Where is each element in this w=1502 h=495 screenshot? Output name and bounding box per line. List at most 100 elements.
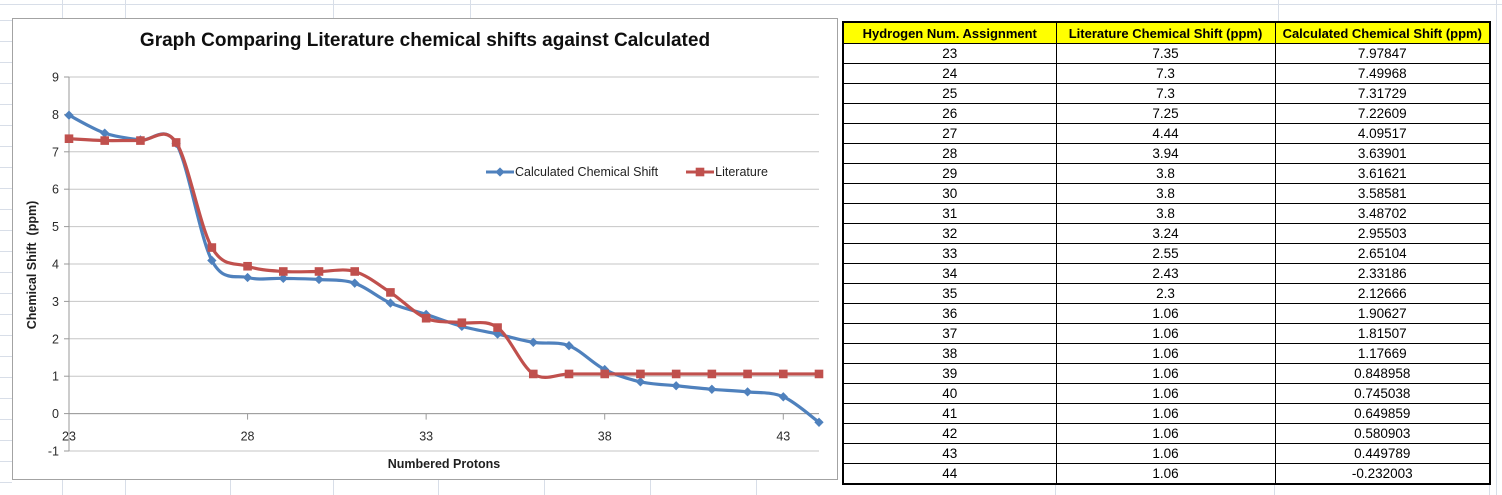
- legend-item-calculated[interactable]: Calculated Chemical Shift: [485, 165, 658, 179]
- data-point-marker: [421, 313, 431, 323]
- embedded-chart[interactable]: 9 8 7 6 5 4 3 2 1 0 -1 23 28 33 38 43 Graph Comparing L…: [12, 18, 838, 480]
- table-cell[interactable]: -0.232003: [1274, 463, 1491, 485]
- spreadsheet-gridline: [125, 480, 126, 495]
- table-cell[interactable]: 33: [842, 243, 1057, 264]
- table-cell[interactable]: 3.24: [1055, 223, 1276, 244]
- table-cell[interactable]: 43: [842, 443, 1057, 464]
- data-point-marker: [778, 369, 788, 379]
- chart-title[interactable]: Graph Comparing Literature chemical shif…: [139, 30, 711, 51]
- data-point-marker: [385, 298, 396, 308]
- x-axis-title[interactable]: Numbered Protons: [387, 457, 501, 471]
- table-cell[interactable]: 7.31729: [1274, 83, 1491, 104]
- table-cell[interactable]: 28: [842, 143, 1057, 164]
- table-cell[interactable]: 1.81507: [1274, 323, 1491, 344]
- table-cell[interactable]: 34: [842, 263, 1057, 284]
- legend-marker-literature-icon: [686, 167, 715, 177]
- table-cell[interactable]: 35: [842, 283, 1057, 304]
- table-row: 36 1.06 1.90627: [842, 303, 1491, 324]
- table-cell[interactable]: 2.12666: [1274, 283, 1491, 304]
- table-cell[interactable]: 1.06: [1055, 363, 1276, 384]
- table-cell[interactable]: 7.49968: [1274, 63, 1491, 84]
- spreadsheet-gridline: [544, 480, 545, 495]
- spreadsheet-gridline: [650, 480, 651, 495]
- table-cell[interactable]: 44: [842, 463, 1057, 485]
- table-cell[interactable]: 7.97847: [1274, 43, 1491, 64]
- table-cell[interactable]: 40: [842, 383, 1057, 404]
- table-row: 31 3.8 3.48702: [842, 203, 1491, 224]
- table-cell[interactable]: 1.06: [1055, 463, 1276, 485]
- table-cell[interactable]: 36: [842, 303, 1057, 324]
- table-cell[interactable]: 3.8: [1055, 163, 1276, 184]
- spreadsheet-gridline: [1278, 0, 1279, 21]
- table-cell[interactable]: 23: [842, 43, 1057, 64]
- table-cell[interactable]: 32: [842, 223, 1057, 244]
- x-tick-label: 43: [776, 430, 790, 444]
- table-cell[interactable]: 7.22609: [1274, 103, 1491, 124]
- table-cell[interactable]: 0.580903: [1274, 423, 1491, 444]
- table-cell[interactable]: 0.848958: [1274, 363, 1491, 384]
- table-cell[interactable]: 1.06: [1055, 343, 1276, 364]
- table-cell[interactable]: 2.43: [1055, 263, 1276, 284]
- table-cell[interactable]: 1.06: [1055, 383, 1276, 404]
- table-cell[interactable]: 7.35: [1055, 43, 1276, 64]
- table-cell[interactable]: 1.90627: [1274, 303, 1491, 324]
- table-cell[interactable]: 4.09517: [1274, 123, 1491, 144]
- table-cell[interactable]: 29: [842, 163, 1057, 184]
- table-cell[interactable]: 7.25: [1055, 103, 1276, 124]
- table-cell[interactable]: 3.63901: [1274, 143, 1491, 164]
- table-cell[interactable]: 0.649859: [1274, 403, 1491, 424]
- y-axis-title[interactable]: Chemical Shift (ppm): [25, 200, 39, 330]
- table-cell[interactable]: 2.95503: [1274, 223, 1491, 244]
- table-cell[interactable]: 24: [842, 63, 1057, 84]
- table-cell[interactable]: 7.3: [1055, 83, 1276, 104]
- table-cell[interactable]: 3.48702: [1274, 203, 1491, 224]
- table-cell[interactable]: 2.65104: [1274, 243, 1491, 264]
- column-header-cell[interactable]: Literature Chemical Shift (ppm): [1055, 21, 1276, 44]
- table-row: 29 3.8 3.61621: [842, 163, 1491, 184]
- legend-label: Calculated Chemical Shift: [515, 165, 659, 179]
- table-cell[interactable]: 1.06: [1055, 323, 1276, 344]
- column-header-cell[interactable]: Hydrogen Num. Assignment: [842, 21, 1057, 44]
- table-cell[interactable]: 1.17669: [1274, 343, 1491, 364]
- table-cell[interactable]: 1.06: [1055, 443, 1276, 464]
- table-cell[interactable]: 3.58581: [1274, 183, 1491, 204]
- table-cell[interactable]: 3.8: [1055, 183, 1276, 204]
- y-tick-label: -1: [48, 445, 59, 459]
- table-cell[interactable]: 1.06: [1055, 423, 1276, 444]
- data-point-marker: [350, 278, 360, 288]
- data-point-marker: [636, 369, 645, 379]
- table-cell[interactable]: 1.06: [1055, 303, 1276, 324]
- table-cell[interactable]: 2.55: [1055, 243, 1276, 264]
- table-row: 24 7.3 7.49968: [842, 63, 1491, 84]
- data-point-marker: [207, 243, 217, 252]
- table-cell[interactable]: 7.3: [1055, 63, 1276, 84]
- spreadsheet-gridline: [333, 0, 334, 18]
- legend-marker: [495, 167, 505, 177]
- table-cell[interactable]: 27: [842, 123, 1057, 144]
- table-cell[interactable]: 2.33186: [1274, 263, 1491, 284]
- table-cell[interactable]: 4.44: [1055, 123, 1276, 144]
- legend-marker: [695, 167, 705, 177]
- chart-legend[interactable]: Calculated Chemical Shift Literature: [485, 161, 768, 183]
- spreadsheet-gridline: [0, 4, 1502, 5]
- table-cell[interactable]: 3.8: [1055, 203, 1276, 224]
- table-cell[interactable]: 38: [842, 343, 1057, 364]
- table-cell[interactable]: 37: [842, 323, 1057, 344]
- table-cell[interactable]: 0.449789: [1274, 443, 1491, 464]
- data-point-marker: [314, 267, 324, 276]
- table-cell[interactable]: 26: [842, 103, 1057, 124]
- legend-item-literature[interactable]: Literature: [685, 165, 768, 179]
- table-cell[interactable]: 41: [842, 403, 1057, 424]
- table-cell[interactable]: 3.61621: [1274, 163, 1491, 184]
- table-cell[interactable]: 31: [842, 203, 1057, 224]
- table-cell[interactable]: 2.3: [1055, 283, 1276, 304]
- table-cell[interactable]: 42: [842, 423, 1057, 444]
- column-header-cell[interactable]: Calculated Chemical Shift (ppm): [1274, 21, 1491, 44]
- table-cell[interactable]: 0.745038: [1274, 383, 1491, 404]
- table-cell[interactable]: 25: [842, 83, 1057, 104]
- table-cell[interactable]: 30: [842, 183, 1057, 204]
- spreadsheet-gridline: [1489, 482, 1490, 495]
- table-cell[interactable]: 39: [842, 363, 1057, 384]
- table-cell[interactable]: 3.94: [1055, 143, 1276, 164]
- table-cell[interactable]: 1.06: [1055, 403, 1276, 424]
